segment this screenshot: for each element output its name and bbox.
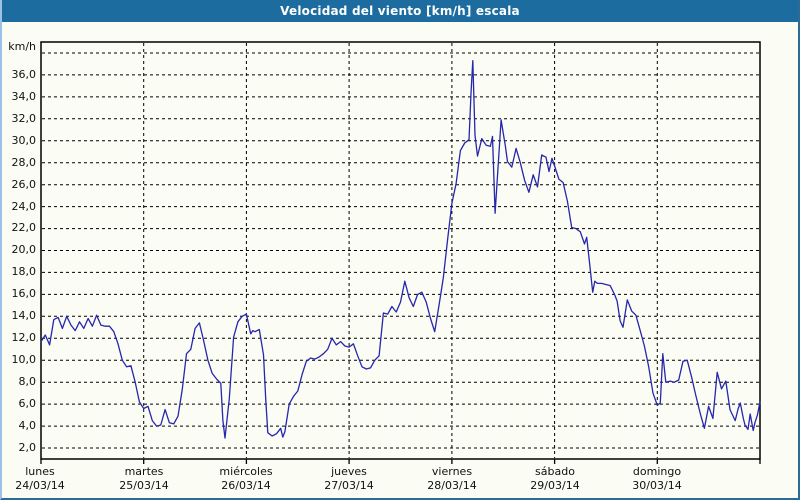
day-name: martes — [124, 465, 164, 478]
x-day-label-viernes: viernes 28/03/14 — [397, 465, 507, 493]
y-axis-unit-label: km/h — [8, 40, 36, 53]
y-tick-label: 34,0 — [11, 90, 37, 103]
y-tick-label: 6,0 — [18, 397, 37, 410]
wind-speed-line — [40, 60, 761, 439]
day-name: domingo — [632, 465, 682, 478]
y-tick-label: 8,0 — [18, 375, 37, 388]
y-tick-label: 30,0 — [11, 134, 37, 147]
day-date: 24/03/14 — [15, 479, 65, 492]
day-name: viernes — [431, 465, 473, 478]
x-day-label-jueves: jueves 27/03/14 — [294, 465, 404, 493]
x-day-label-sabado: sábado 29/03/14 — [500, 465, 610, 493]
y-tick-label: 2,0 — [18, 441, 37, 454]
day-date: 26/03/14 — [221, 479, 271, 492]
y-tick-label: 14,0 — [11, 309, 37, 322]
day-name: jueves — [331, 465, 367, 478]
day-name: sábado — [535, 465, 575, 478]
day-name: lunes — [25, 465, 55, 478]
y-tick-label: 36,0 — [11, 68, 37, 81]
y-tick-label: 12,0 — [11, 331, 37, 344]
x-day-label-domingo: domingo 30/03/14 — [602, 465, 712, 493]
day-name: miércoles — [219, 465, 273, 478]
day-date: 29/03/14 — [530, 479, 580, 492]
y-tick-label: 28,0 — [11, 156, 37, 169]
y-tick-label: 16,0 — [11, 287, 37, 300]
window-title: Velocidad del viento [km/h] escala — [280, 4, 520, 18]
y-tick-label: 26,0 — [11, 178, 37, 191]
title-bar: Velocidad del viento [km/h] escala — [0, 0, 800, 22]
y-tick-label: 10,0 — [11, 353, 37, 366]
y-tick-label: 32,0 — [11, 112, 37, 125]
day-date: 25/03/14 — [119, 479, 169, 492]
x-day-label-miercoles: miércoles 26/03/14 — [191, 465, 301, 493]
y-tick-label: 4,0 — [18, 419, 37, 432]
day-date: 27/03/14 — [324, 479, 374, 492]
y-tick-label: 20,0 — [11, 243, 37, 256]
y-tick-label: 18,0 — [11, 265, 37, 278]
day-date: 30/03/14 — [632, 479, 682, 492]
x-day-label-martes: martes 25/03/14 — [89, 465, 199, 493]
y-tick-label: 22,0 — [11, 221, 37, 234]
plot-border — [40, 41, 761, 460]
y-tick-label: 24,0 — [11, 200, 37, 213]
day-date: 28/03/14 — [427, 479, 477, 492]
x-day-label-lunes: lunes 24/03/14 — [0, 465, 95, 493]
